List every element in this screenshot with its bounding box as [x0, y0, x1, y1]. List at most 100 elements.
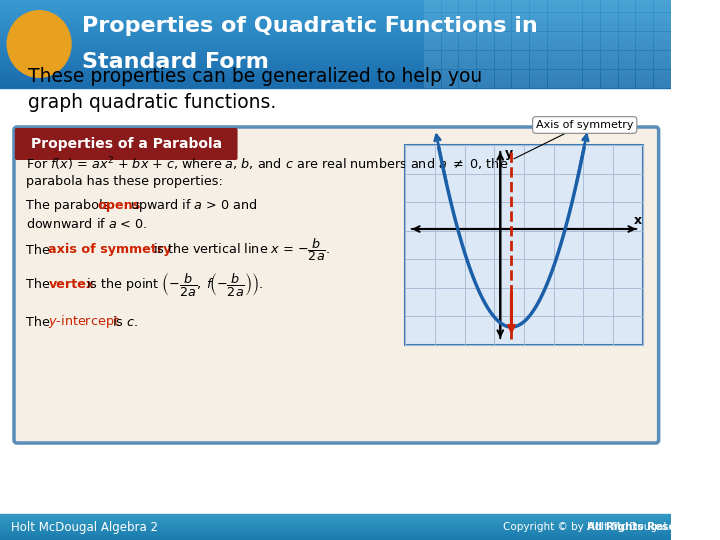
- Bar: [495, 0, 511, 12]
- Bar: [0, 63, 671, 64]
- Bar: [0, 538, 671, 539]
- Bar: [0, 52, 671, 53]
- Bar: [477, 51, 494, 69]
- Bar: [654, 32, 671, 50]
- Bar: [654, 13, 671, 31]
- Bar: [583, 32, 600, 50]
- Text: All Rights Reserved.: All Rights Reserved.: [587, 522, 706, 532]
- Bar: [0, 71, 671, 72]
- Bar: [0, 21, 671, 22]
- Text: upward if $a$ > 0 and: upward if $a$ > 0 and: [126, 198, 257, 214]
- FancyBboxPatch shape: [14, 127, 659, 443]
- Bar: [0, 64, 671, 65]
- Bar: [0, 55, 671, 56]
- Bar: [565, 32, 582, 50]
- Bar: [0, 78, 671, 79]
- Bar: [0, 534, 671, 535]
- Bar: [0, 53, 671, 54]
- Bar: [618, 51, 635, 69]
- Text: vertex: vertex: [48, 279, 94, 292]
- Bar: [548, 32, 564, 50]
- Bar: [0, 28, 671, 29]
- Bar: [0, 531, 671, 532]
- Bar: [601, 32, 618, 50]
- Bar: [513, 0, 529, 12]
- Bar: [0, 79, 671, 80]
- Bar: [0, 85, 671, 86]
- Bar: [636, 70, 653, 88]
- Bar: [424, 0, 441, 12]
- Bar: [0, 62, 671, 63]
- Bar: [0, 535, 671, 536]
- Bar: [495, 70, 511, 88]
- Text: graph quadratic functions.: graph quadratic functions.: [28, 92, 276, 111]
- Bar: [0, 32, 671, 33]
- Bar: [0, 526, 671, 527]
- Bar: [0, 521, 671, 522]
- Bar: [0, 516, 671, 517]
- Bar: [0, 519, 671, 520]
- Bar: [0, 46, 671, 47]
- Bar: [0, 82, 671, 83]
- Bar: [441, 0, 459, 12]
- Bar: [477, 13, 494, 31]
- Bar: [583, 0, 600, 12]
- Bar: [0, 532, 671, 533]
- Bar: [618, 13, 635, 31]
- Bar: [424, 51, 441, 69]
- Bar: [654, 0, 671, 12]
- Bar: [0, 515, 671, 516]
- Bar: [0, 56, 671, 57]
- Bar: [548, 0, 564, 12]
- Bar: [477, 32, 494, 50]
- Bar: [0, 536, 671, 537]
- Bar: [636, 51, 653, 69]
- Text: y: y: [505, 146, 513, 159]
- Bar: [0, 13, 671, 14]
- Bar: [0, 60, 671, 61]
- Bar: [0, 58, 671, 59]
- Bar: [565, 70, 582, 88]
- Text: is the vertical line $x$ = $-\dfrac{b}{2a}$.: is the vertical line $x$ = $-\dfrac{b}{2…: [149, 237, 330, 264]
- Bar: [0, 7, 671, 8]
- Bar: [0, 54, 671, 55]
- Bar: [0, 527, 671, 528]
- Bar: [548, 13, 564, 31]
- Bar: [0, 8, 671, 9]
- Bar: [495, 51, 511, 69]
- Text: Axis of symmetry: Axis of symmetry: [536, 120, 634, 130]
- Bar: [0, 33, 671, 34]
- Text: Properties of a Parabola: Properties of a Parabola: [31, 137, 222, 151]
- Bar: [0, 44, 671, 45]
- Text: downward if $a$ < 0.: downward if $a$ < 0.: [26, 217, 148, 231]
- Bar: [548, 70, 564, 88]
- Text: Properties of Quadratic Functions in: Properties of Quadratic Functions in: [82, 16, 538, 36]
- Bar: [0, 47, 671, 48]
- Bar: [0, 3, 671, 4]
- Bar: [0, 17, 671, 18]
- Bar: [0, 0, 671, 1]
- Text: These properties can be generalized to help you: These properties can be generalized to h…: [28, 68, 482, 86]
- Bar: [601, 13, 618, 31]
- Bar: [0, 539, 671, 540]
- Bar: [0, 67, 671, 68]
- Bar: [0, 41, 671, 42]
- Bar: [0, 57, 671, 58]
- Bar: [0, 517, 671, 518]
- Text: parabola has these properties:: parabola has these properties:: [26, 176, 223, 188]
- Bar: [459, 70, 476, 88]
- Bar: [0, 24, 671, 25]
- Bar: [601, 0, 618, 12]
- Bar: [0, 59, 671, 60]
- Bar: [513, 32, 529, 50]
- Text: Holt McDougal Algebra 2: Holt McDougal Algebra 2: [12, 521, 158, 534]
- Text: The: The: [26, 315, 54, 328]
- Bar: [565, 51, 582, 69]
- Bar: [0, 16, 671, 17]
- Bar: [0, 25, 671, 26]
- Bar: [0, 38, 671, 39]
- Bar: [0, 4, 671, 5]
- Bar: [0, 22, 671, 23]
- Bar: [0, 5, 671, 6]
- Bar: [459, 0, 476, 12]
